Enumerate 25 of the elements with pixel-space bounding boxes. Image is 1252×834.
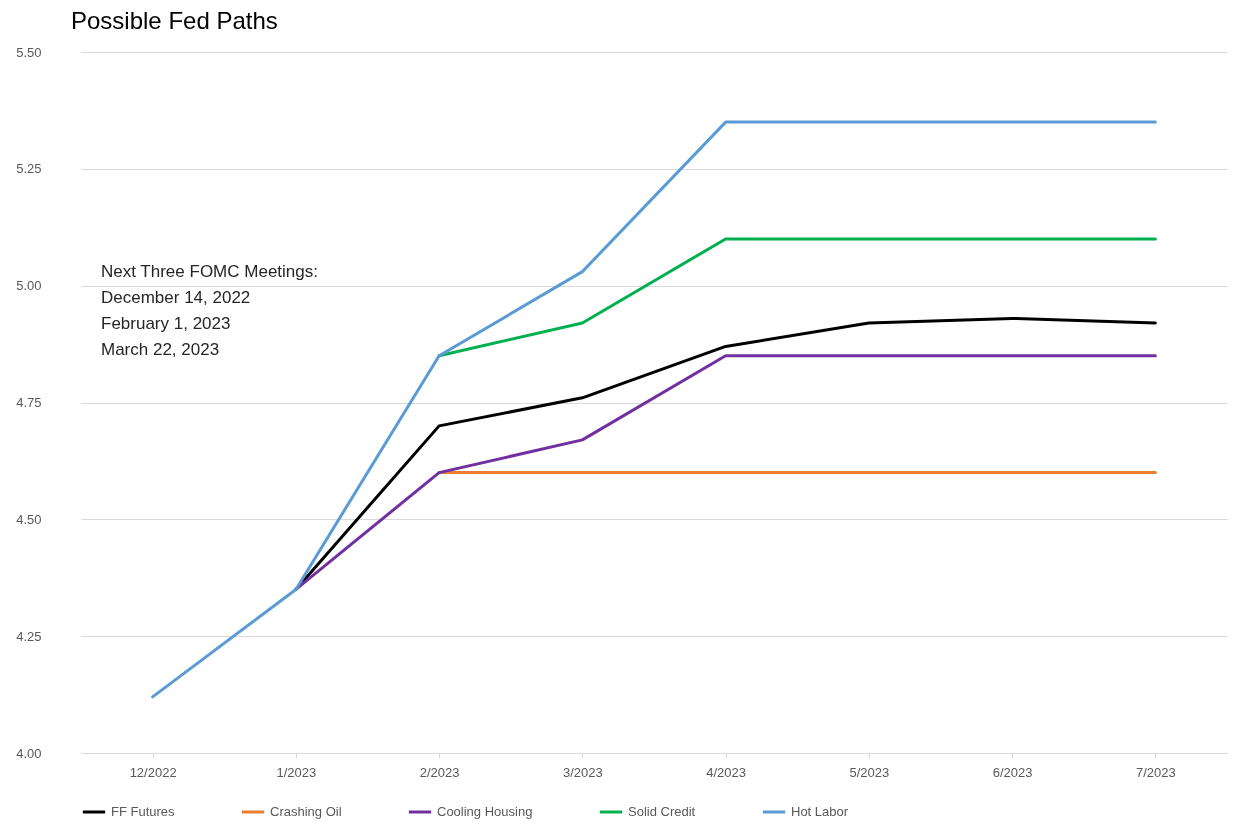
legend-label: Crashing Oil [270, 804, 342, 819]
y-tick-label: 5.25 [16, 161, 42, 177]
legend-label: Cooling Housing [437, 804, 533, 819]
y-tick-label: 4.50 [16, 511, 42, 527]
x-tick-label: 6/2023 [992, 764, 1033, 780]
x-tick-label: 5/2023 [849, 764, 890, 780]
y-tick-label: 4.25 [16, 628, 42, 644]
x-tick-label: 12/2022 [129, 764, 177, 780]
legend-label: Solid Credit [628, 804, 696, 819]
annotation: Next Three FOMC Meetings: [101, 262, 318, 281]
y-tick-label: 5.00 [16, 278, 42, 294]
x-tick-label: 4/2023 [706, 764, 747, 780]
annotation: March 22, 2023 [101, 340, 220, 359]
x-tick-label: 7/2023 [1135, 764, 1176, 780]
y-tick-label: 5.50 [16, 44, 42, 60]
annotation: December 14, 2022 [101, 288, 251, 307]
x-tick-label: 3/2023 [562, 764, 603, 780]
legend-label: Hot Labor [791, 804, 849, 819]
chart-title: Possible Fed Paths [71, 7, 278, 34]
x-tick-label: 1/2023 [276, 764, 317, 780]
annotation: February 1, 2023 [101, 314, 231, 333]
x-tick-label: 2/2023 [419, 764, 460, 780]
y-tick-label: 4.75 [16, 395, 42, 410]
legend-label: FF Futures [111, 804, 176, 819]
y-tick-label: 4.00 [16, 745, 42, 761]
